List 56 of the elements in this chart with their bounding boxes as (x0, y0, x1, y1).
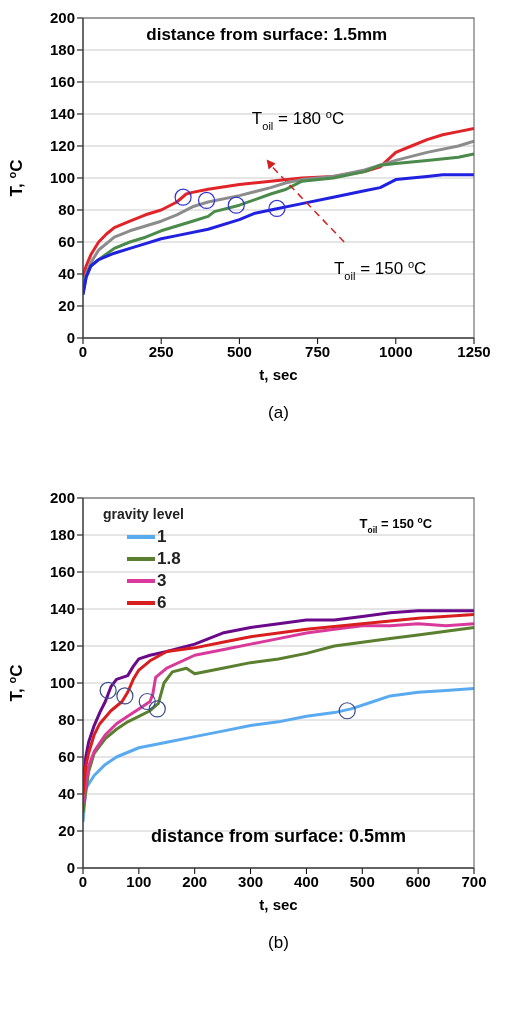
y-tick-label: 180 (49, 526, 75, 544)
y-tick-label: 200 (49, 489, 75, 507)
x-tick-label: 1250 (457, 342, 491, 360)
legend-label: 3 (157, 570, 167, 592)
y-tick-label: 120 (49, 137, 75, 155)
legend-label: 1 (157, 526, 167, 548)
point (227, 196, 245, 214)
x-axis-title: t, sec (259, 366, 298, 383)
annotation: distance from surface: 0.5mm (150, 826, 407, 847)
annotation: distance from surface: 1.5mm (146, 25, 388, 45)
y-tick-label: 140 (49, 105, 75, 123)
line-series (83, 173, 474, 297)
y-tick-label: 200 (49, 9, 75, 27)
y-tick-label: 160 (49, 73, 75, 91)
y-tick-label: 0 (66, 859, 75, 877)
y-tick-label: 160 (49, 563, 75, 581)
y-tick-label: 120 (49, 637, 75, 655)
text: (b) (268, 933, 289, 952)
x-tick-label: 200 (182, 872, 208, 890)
y-tick-label: 100 (49, 169, 75, 187)
x-tick-label: 750 (305, 342, 331, 360)
x-tick-label: 400 (293, 872, 319, 890)
x-tick-label: 300 (238, 872, 264, 890)
annotation: T$_{oil}$ = 150 $^{o}$C (333, 258, 427, 282)
y-tick-label: 20 (58, 822, 75, 840)
x-tick-label: 700 (461, 872, 487, 890)
point (197, 191, 216, 209)
y-tick-label: 20 (58, 297, 75, 315)
x-tick-label: 600 (405, 872, 431, 890)
y-tick-label: 60 (58, 233, 75, 251)
x-tick-label: 100 (126, 872, 152, 890)
y-tick-label: 180 (49, 41, 75, 59)
annotation: T$_{oil}$ = 180 $^{o}$C (251, 107, 345, 132)
legend-label: 1.8 (157, 548, 181, 570)
x-tick-label: 500 (226, 342, 252, 360)
y-tick-label: 100 (49, 674, 75, 692)
x-axis-title: t, sec (259, 896, 298, 913)
x-tick-label: 0 (78, 872, 88, 890)
y-tick-label: 0 (66, 329, 75, 347)
y-tick-label: 140 (49, 600, 75, 618)
y-tick-label: 60 (58, 748, 75, 766)
y-tick-label: 80 (58, 711, 75, 729)
y-tick-label: 40 (58, 265, 75, 283)
line-series (83, 687, 474, 824)
y-tick-label: 80 (58, 201, 75, 219)
x-tick-label: 500 (349, 872, 375, 890)
point (268, 199, 286, 217)
x-tick-label: 0 (78, 342, 88, 360)
text: (a) (268, 403, 289, 422)
y-tick-label: 40 (58, 785, 75, 803)
legend-label: 6 (157, 592, 167, 614)
x-tick-label: 250 (148, 342, 174, 360)
point (174, 188, 192, 206)
legend-title: gravity level (103, 506, 184, 522)
x-tick-label: 1000 (379, 342, 413, 360)
annotation: T$_{oil}$ = 150 $^{o}$C (359, 514, 433, 535)
